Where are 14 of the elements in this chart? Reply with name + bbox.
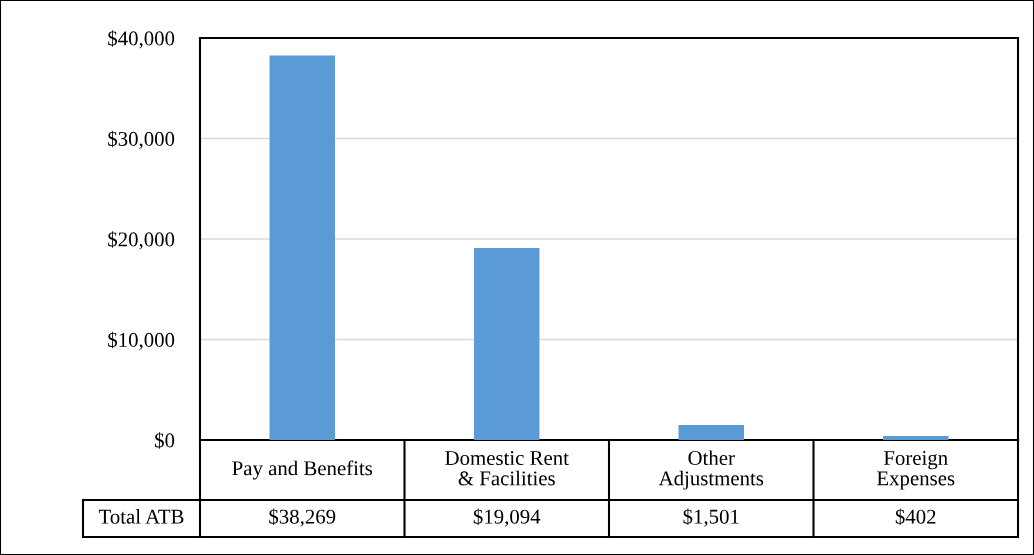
x-tick-label: Other Adjustments (658, 450, 764, 490)
data-label: $19,094 (473, 508, 541, 527)
data-label: $38,269 (269, 508, 336, 527)
data-label: $402 (895, 508, 936, 526)
data-label: $1,501 (683, 508, 739, 527)
x-tick-label: Pay and Benefits (232, 460, 373, 480)
y-tick-label: $30,000 (108, 130, 175, 149)
y-tick-label: $20,000 (108, 231, 175, 250)
y-tick-label: $40,000 (108, 30, 175, 49)
y-tick-label: $10,000 (108, 331, 175, 350)
x-tick-label: Domestic Rent & Facilities (445, 451, 569, 486)
x-tick-label: Foreign Expenses (877, 450, 955, 490)
y-tick-label: $0 (155, 432, 175, 449)
text: Total ATB (98, 509, 184, 524)
